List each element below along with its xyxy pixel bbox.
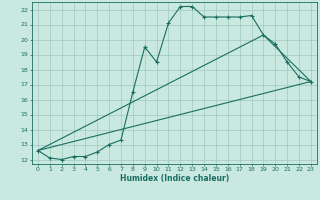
X-axis label: Humidex (Indice chaleur): Humidex (Indice chaleur)	[120, 174, 229, 183]
